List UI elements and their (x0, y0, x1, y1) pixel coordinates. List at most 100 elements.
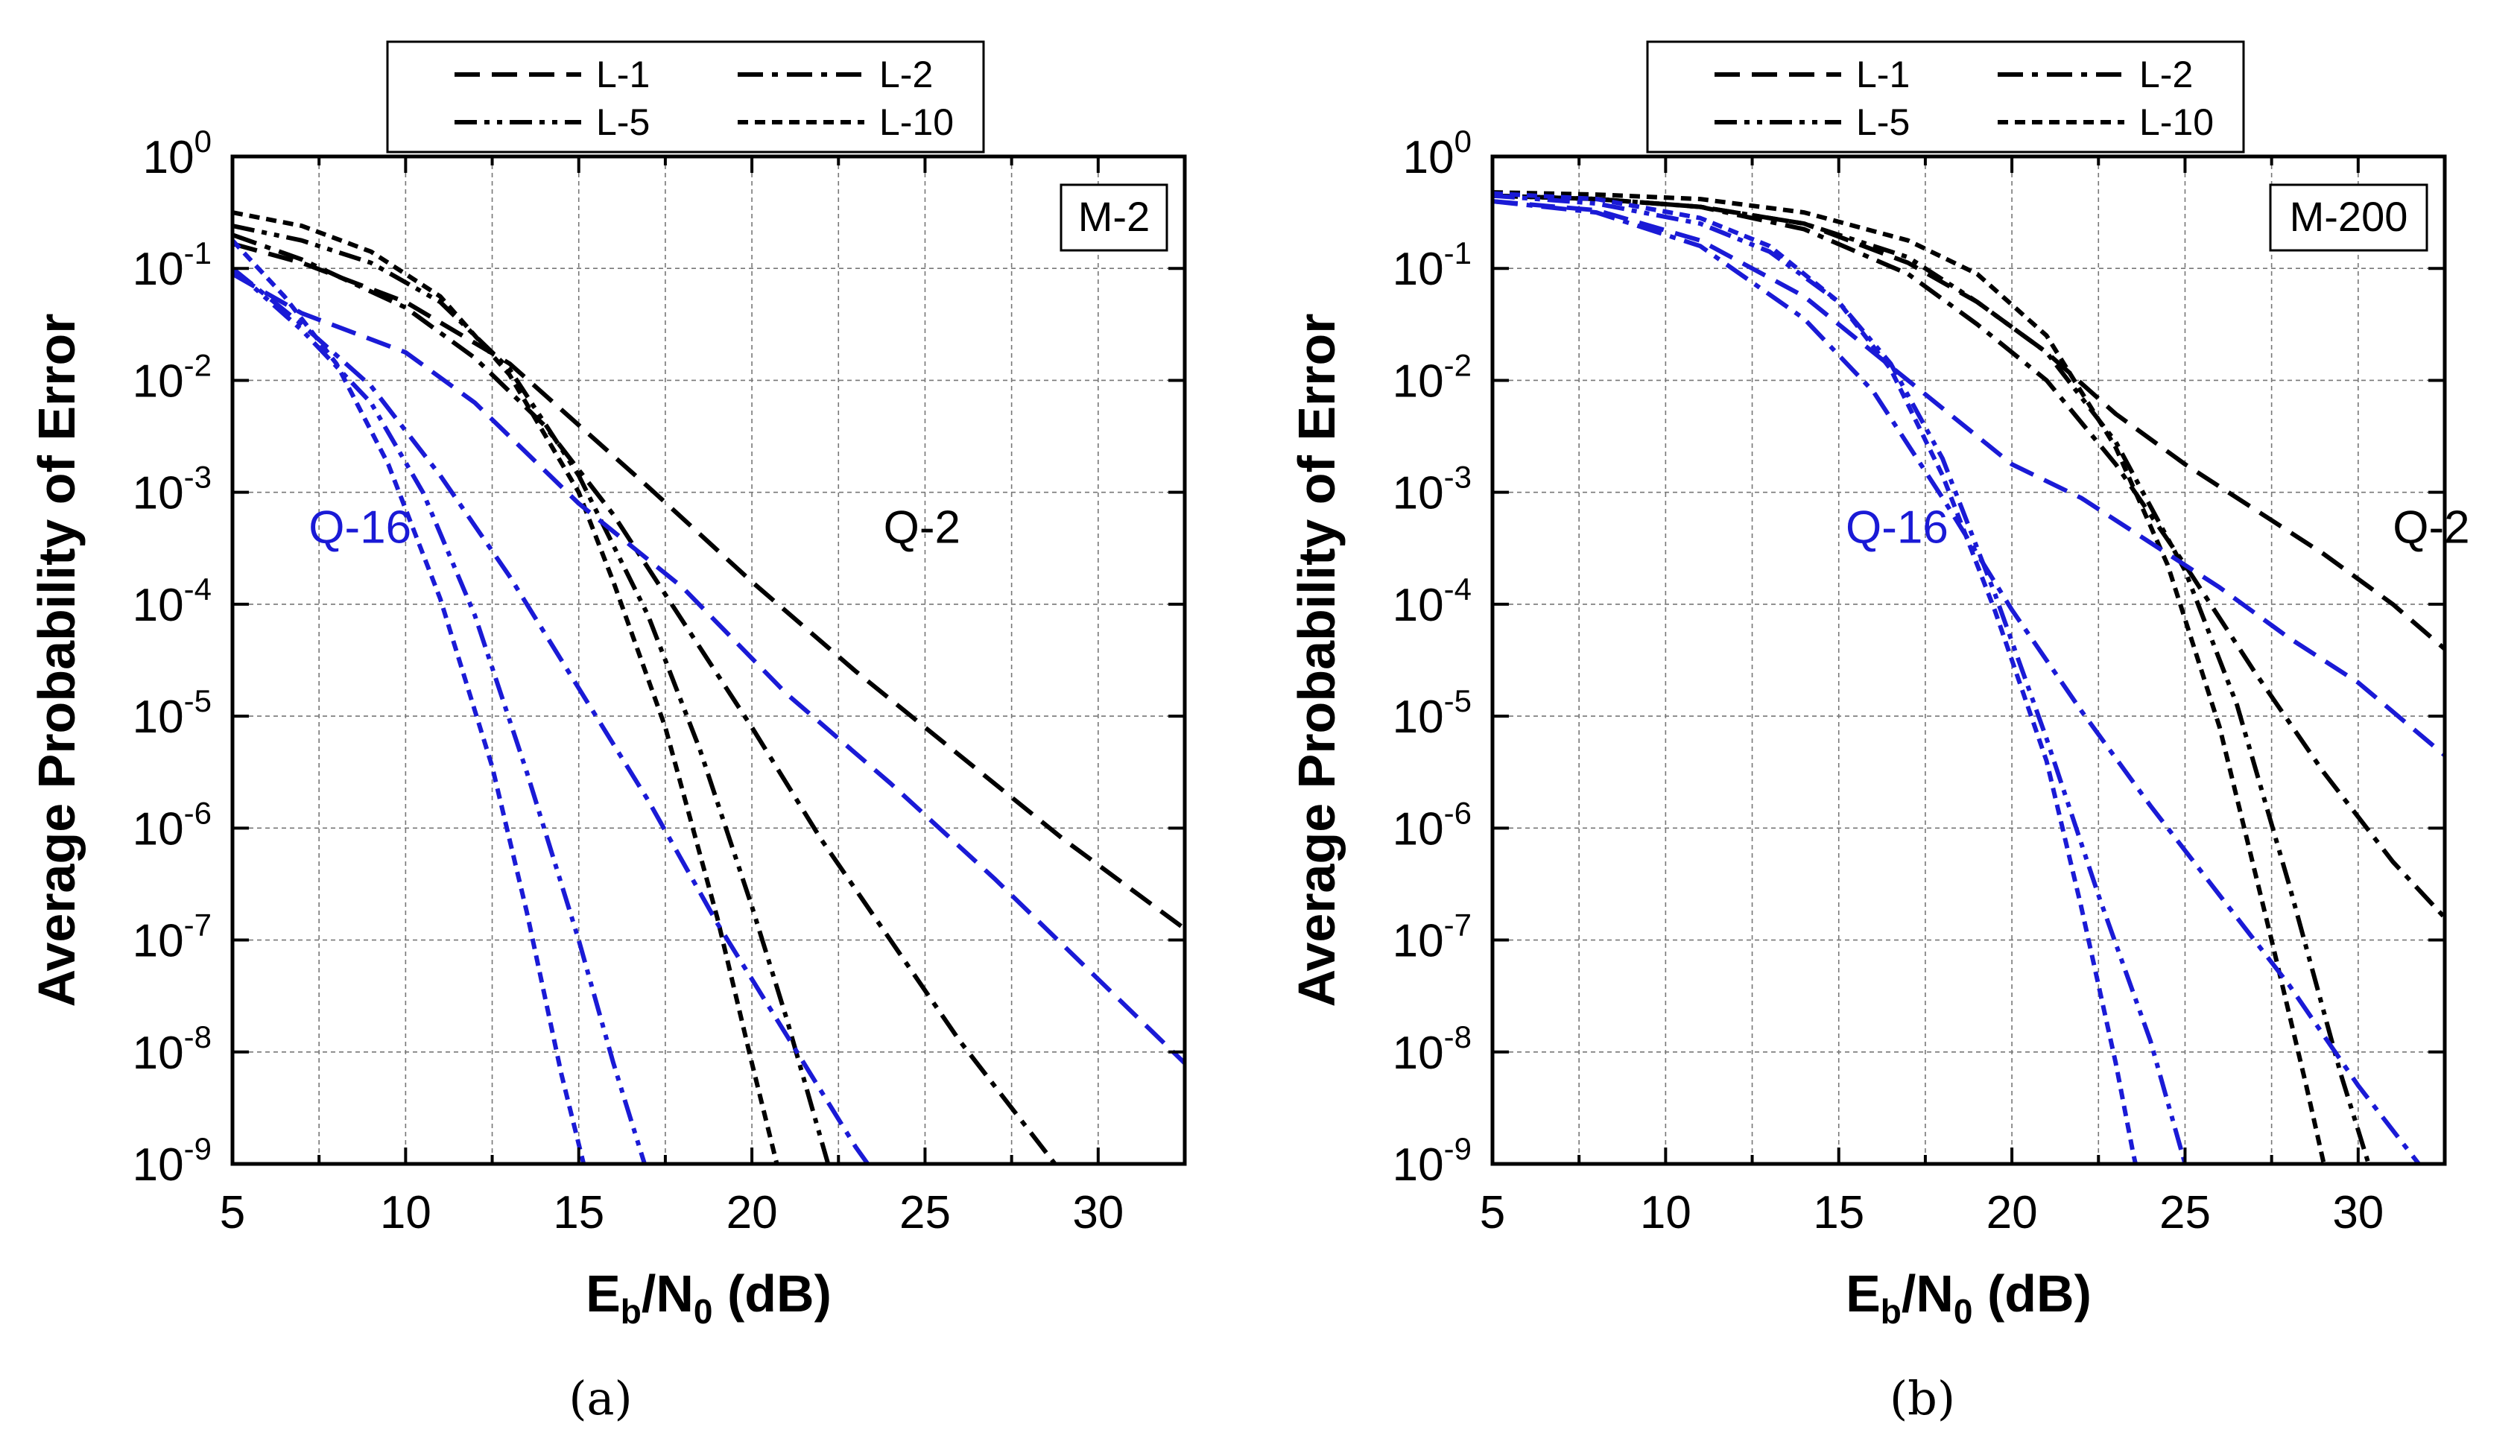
y-tick-base: 10 (133, 1028, 184, 1079)
y-tick-label: 10-1 (1393, 235, 1472, 295)
y-tick-exp: -2 (1444, 347, 1472, 382)
caption-b: (b) (1889, 1371, 1956, 1425)
annotation-box: M-2 (1060, 183, 1168, 252)
y-tick-label: 10-1 (133, 235, 212, 295)
x-tick-label: 15 (1813, 1187, 1864, 1238)
y-tick-exp: -8 (184, 1019, 212, 1054)
series-q-16-l-5 (1492, 193, 2188, 1164)
series-q-2-l-10 (232, 210, 779, 1164)
legend-label: L-2 (2139, 54, 2193, 95)
group-label: Q-2 (884, 501, 960, 553)
x-axis-title: Eb/N0 (dB) (1846, 1264, 2092, 1331)
y-tick-exp: 0 (194, 124, 212, 159)
y-tick-base: 10 (1393, 580, 1444, 631)
series-q-2-l-5 (232, 224, 831, 1164)
x-tick-label: 15 (553, 1187, 604, 1238)
series-q-16-l-10 (1492, 191, 2138, 1164)
series-q-16-l-1 (1492, 199, 2445, 757)
y-tick-exp: -1 (184, 235, 212, 270)
series-group (1492, 190, 2445, 1164)
y-tick-exp: -8 (1444, 1019, 1472, 1054)
series-q-16-l-2 (1492, 199, 2422, 1164)
y-tick-label: 10-5 (133, 683, 212, 743)
x-tick-label: 25 (2159, 1187, 2211, 1238)
legend-label: L-1 (596, 54, 650, 95)
legend-label: L-5 (596, 101, 650, 143)
group-label: Q-16 (308, 501, 411, 553)
y-tick-exp: -6 (1444, 795, 1472, 830)
y-tick-label: 10-9 (133, 1131, 212, 1191)
y-tick-base: 10 (133, 1139, 184, 1191)
y-tick-label: 10-2 (133, 347, 212, 407)
legend-label: L-5 (1856, 101, 1910, 143)
x-axis-title-part: /N (642, 1264, 694, 1323)
series-q-16-l-10 (232, 238, 586, 1164)
y-tick-base: 10 (1403, 132, 1454, 183)
legend-frame (1646, 40, 2245, 153)
y-tick-exp: -7 (1444, 908, 1472, 943)
x-tick-label: 10 (380, 1187, 431, 1238)
y-tick-label: 10-4 (133, 572, 212, 631)
x-axis: 5 10 15 20 25 30 (1480, 156, 2446, 1238)
y-tick-base: 10 (133, 803, 184, 855)
legend-label: L-10 (2139, 101, 2214, 143)
y-tick-base: 10 (1393, 1139, 1444, 1191)
x-axis-title-sub: b (621, 1292, 642, 1331)
group-label: Q-16 (1846, 501, 1948, 553)
annotation-box: M-200 (2269, 183, 2428, 252)
plot-area (1492, 156, 2445, 1164)
y-tick-base: 10 (133, 244, 184, 295)
y-tick-label: 10-8 (133, 1019, 212, 1079)
legend: L-1 L-2 L-5 L-10 (1646, 40, 2245, 153)
caption-a: (a) (569, 1371, 633, 1425)
y-axis-title: Average Probability of Error (28, 314, 86, 1007)
grid (232, 156, 1185, 1164)
y-tick-label: 10-2 (1393, 347, 1472, 407)
y-tick-label: 10-7 (1393, 908, 1472, 967)
y-tick-exp: -7 (184, 908, 212, 943)
x-axis-title-part: E (586, 1264, 621, 1323)
x-axis-title-part: E (1846, 1264, 1881, 1323)
x-tick-label: 20 (1986, 1187, 2038, 1238)
y-tick-base: 10 (1393, 244, 1444, 295)
series-q-2-l-5 (1492, 193, 2371, 1164)
legend-label: L-2 (879, 54, 933, 95)
y-tick-base: 10 (133, 468, 184, 519)
x-tick-label: 30 (1072, 1187, 1124, 1238)
chart-panel-b: 5 10 15 20 25 3010010-110-210-310-410-510-610… (1288, 40, 2470, 1331)
plot-frame (1490, 154, 2447, 1166)
y-tick-exp: -4 (184, 572, 212, 607)
x-axis-title-sub: b (1881, 1292, 1902, 1331)
y-tick-label: 100 (143, 124, 212, 183)
y-tick-exp: -3 (1444, 460, 1472, 495)
y-tick-label: 10-6 (1393, 795, 1472, 855)
series-q-16-l-1 (232, 272, 1185, 1065)
series-q-2-l-1 (232, 241, 1185, 931)
annotation-label: M-200 (2290, 193, 2408, 240)
y-tick-exp: -5 (1444, 683, 1472, 718)
legend-label: L-1 (1856, 54, 1910, 95)
y-axis-title: Average Probability of Error (1288, 314, 1346, 1007)
x-tick-label: 10 (1640, 1187, 1691, 1238)
series-q-2-l-2 (232, 232, 1058, 1164)
y-tick-label: 10-4 (1393, 572, 1472, 631)
y-tick-label: 100 (1403, 124, 1472, 183)
y-tick-exp: -5 (184, 683, 212, 718)
y-tick-base: 10 (1393, 468, 1444, 519)
x-axis-title-part: (dB) (1973, 1264, 2092, 1323)
group-label: Q-2 (2393, 501, 2469, 553)
y-tick-exp: -6 (184, 795, 212, 830)
y-tick-exp: -9 (1444, 1131, 1472, 1166)
y-tick-base: 10 (1393, 803, 1444, 855)
annotation-frame (2269, 183, 2428, 252)
y-tick-label: 10-5 (1393, 683, 1472, 743)
x-tick-label: 20 (726, 1187, 778, 1238)
x-tick-label: 5 (1480, 1187, 1505, 1238)
x-axis-title-sub: 0 (1954, 1292, 1973, 1331)
y-tick-exp: -3 (184, 460, 212, 495)
x-axis-title-part: /N (1902, 1264, 1954, 1323)
y-tick-base: 10 (1393, 1028, 1444, 1079)
grid (1492, 156, 2445, 1164)
y-tick-base: 10 (133, 691, 184, 743)
